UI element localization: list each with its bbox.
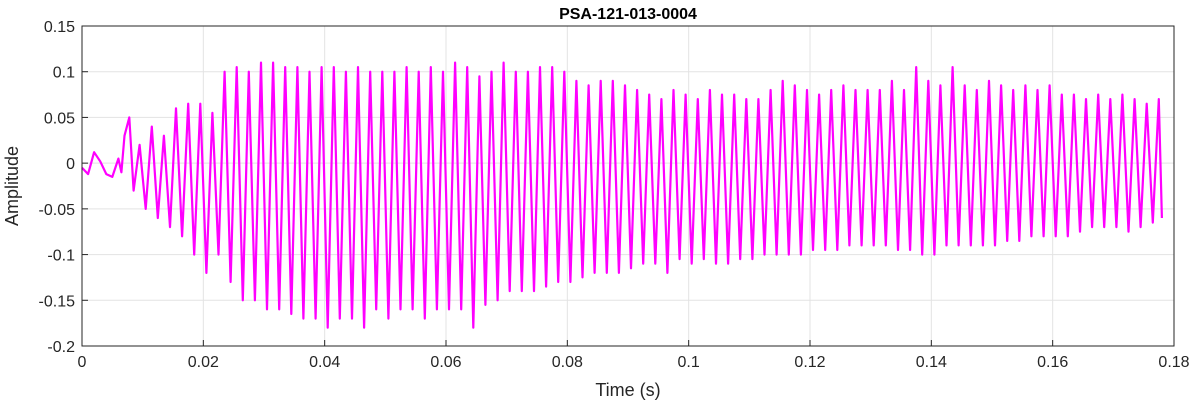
y-tick-label: -0.15 [39,293,76,310]
x-tick-label: 0.14 [916,354,947,371]
signal-line [81,61,1163,329]
y-tick-label: 0.15 [44,19,75,36]
y-axis-ticks: -0.2 -0.15 -0.1 -0.05 0 0.05 0.1 0.15 [39,19,88,356]
x-tick-label: 0.02 [188,354,219,371]
x-tick-label: 0.12 [794,354,825,371]
plot-clip-group [81,61,1163,329]
y-tick-label: -0.2 [47,339,75,356]
x-tick-label: 0.18 [1158,354,1189,371]
x-axis-ticks: 0 0.02 0.04 0.06 0.08 0.1 0.12 0.14 0.16 0.18 [78,340,1190,371]
y-tick-label: 0.05 [44,110,75,127]
x-tick-label: 0.06 [430,354,461,371]
x-tick-label: 0.04 [309,354,340,371]
x-axis-label: Time (s) [595,380,660,400]
y-axis-label: Amplitude [2,146,22,226]
x-tick-label: 0.1 [678,354,700,371]
chart-title: PSA-121-013-0004 [559,6,697,23]
x-tick-label: 0.08 [552,354,583,371]
y-tick-label: -0.1 [47,248,75,265]
x-tick-label: 0 [78,354,87,371]
y-tick-label: 0 [66,156,75,173]
y-tick-label: -0.05 [39,202,76,219]
x-tick-label: 0.16 [1037,354,1068,371]
axes-box [81,25,1175,347]
y-tick-label: 0.1 [53,65,75,82]
